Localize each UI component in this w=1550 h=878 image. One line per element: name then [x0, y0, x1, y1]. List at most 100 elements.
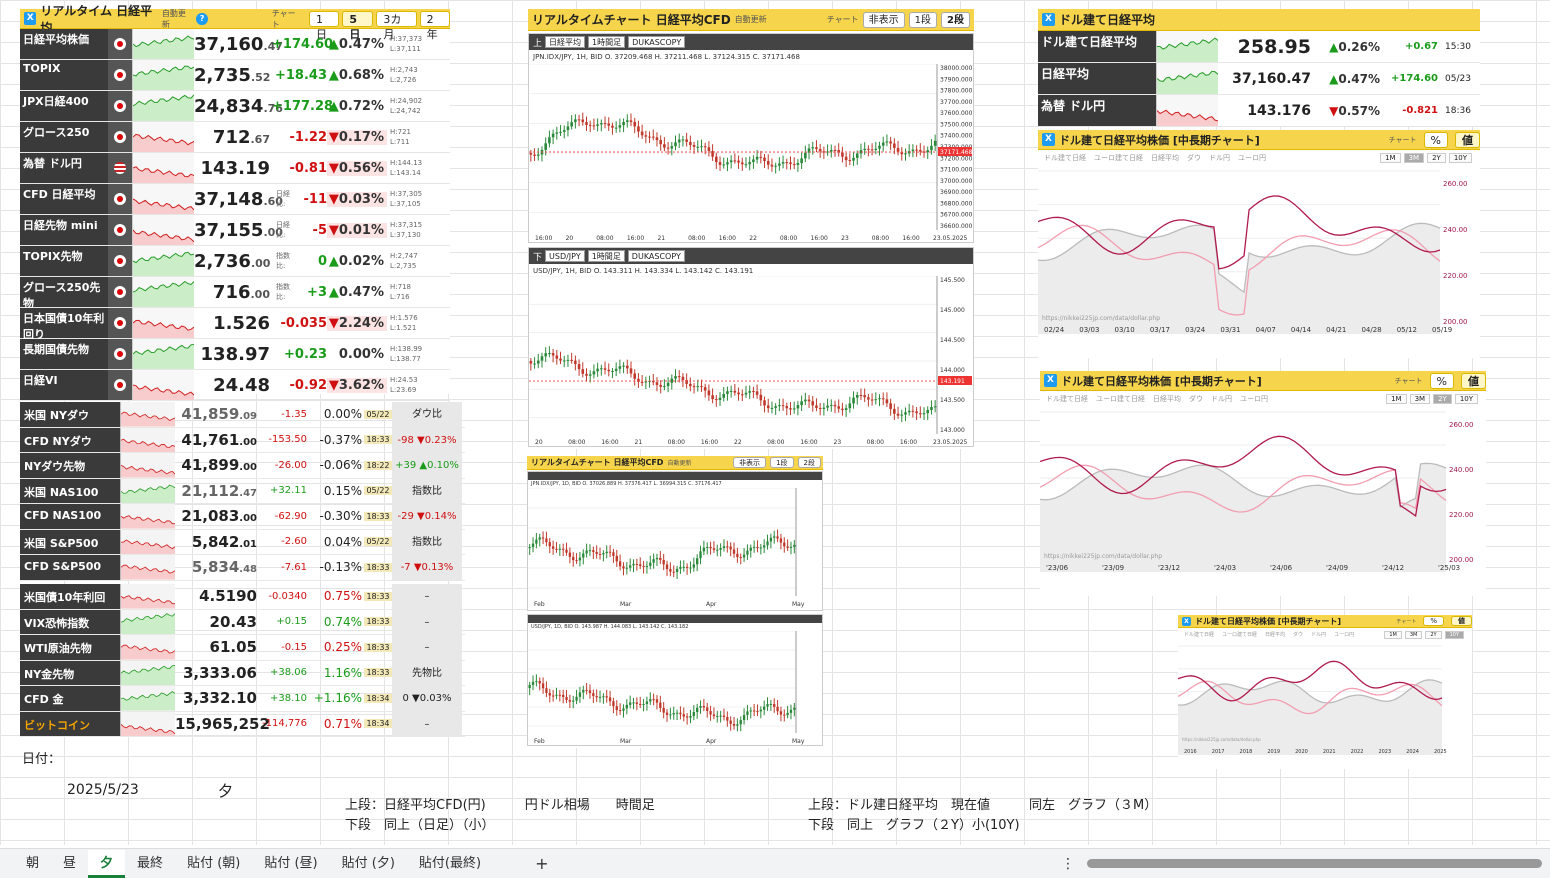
range-option[interactable]: 10Y: [1448, 153, 1472, 163]
us-name[interactable]: NYダウ先物: [20, 453, 120, 478]
interval-select[interactable]: 1時間足: [588, 36, 626, 48]
misc-sparkline[interactable]: [120, 711, 176, 736]
quote-name[interactable]: グロース250先物: [20, 277, 108, 310]
legend-item[interactable]: 日経平均: [1265, 632, 1286, 638]
legend-item[interactable]: ユーロ円: [1238, 154, 1266, 162]
symbol-select-lower[interactable]: USD/JPY: [545, 250, 585, 262]
legend-item[interactable]: ドル建て日経: [1184, 632, 1215, 638]
range-option[interactable]: 3M: [1403, 153, 1425, 163]
legend-item[interactable]: ユーロ建て日経: [1094, 154, 1143, 162]
small-lower-chart[interactable]: USD/JPY, 1D, BID O. 143.987 H. 144.083 L…: [527, 614, 823, 746]
quote-name[interactable]: JPX日経400: [20, 91, 108, 121]
quote-name[interactable]: 為替 ドル円: [20, 153, 108, 183]
legend-item[interactable]: ドル円: [1209, 154, 1230, 162]
range-option[interactable]: 2Y: [1425, 630, 1442, 639]
small-two-row-button[interactable]: 2段: [797, 457, 821, 468]
quote-name[interactable]: TOPIX先物: [20, 246, 108, 276]
us-sparkline[interactable]: [120, 529, 176, 554]
misc-name[interactable]: NY金先物: [20, 660, 120, 685]
quote-name[interactable]: 長期国債先物: [20, 339, 108, 369]
us-sparkline[interactable]: [120, 504, 175, 529]
sparkline[interactable]: [132, 308, 195, 338]
quote-name[interactable]: 日経平均株価: [20, 29, 108, 59]
x-share-icon[interactable]: X: [24, 12, 37, 25]
legend-item[interactable]: 日経平均: [1153, 395, 1181, 403]
sparkline[interactable]: [132, 91, 195, 121]
upper-chart[interactable]: 上 日経平均 1時間足 DUKASCOPY JPN.IDX/JPY, 1H, B…: [528, 33, 974, 243]
misc-name[interactable]: ビットコイン: [20, 711, 120, 736]
dollar-sparkline[interactable]: [1156, 31, 1219, 62]
source-select[interactable]: DUKASCOPY: [628, 36, 686, 48]
misc-name[interactable]: VIX恐怖指数: [20, 609, 120, 634]
legend-item[interactable]: ダウ: [1189, 395, 1203, 403]
range-option[interactable]: 1M: [1386, 394, 1407, 404]
quote-name[interactable]: CFD 日経平均: [20, 184, 108, 214]
dollar-sparkline[interactable]: [1156, 63, 1219, 94]
misc-sparkline[interactable]: [120, 635, 176, 660]
help-icon[interactable]: ?: [196, 12, 208, 25]
lower-chart[interactable]: 下 USD/JPY 1時間足 DUKASCOPY USD/JPY, 1H, BI…: [528, 247, 974, 447]
percent-button[interactable]: %: [1429, 372, 1454, 389]
us-name[interactable]: 米国 S&P500: [20, 529, 120, 554]
dollar-name[interactable]: ドル建て日経平均: [1038, 31, 1156, 62]
legend-item[interactable]: ダウ: [1293, 632, 1304, 638]
us-sparkline[interactable]: [120, 478, 176, 503]
us-name[interactable]: CFD NAS100: [20, 504, 120, 529]
two-row-button[interactable]: 2段: [941, 11, 970, 28]
legend-item[interactable]: ユーロ建て日経: [1222, 632, 1258, 638]
small-one-row-button[interactable]: 1段: [770, 457, 794, 468]
dollar-sparkline[interactable]: [1156, 95, 1219, 126]
legend-item[interactable]: ドル建て日経: [1046, 395, 1088, 403]
range-option[interactable]: 1M: [1384, 630, 1402, 639]
misc-sparkline[interactable]: [120, 584, 175, 609]
us-sparkline[interactable]: [120, 453, 176, 478]
us-sparkline[interactable]: [120, 402, 176, 427]
range-button-1[interactable]: 5日: [342, 10, 374, 41]
percent-button[interactable]: %: [1423, 131, 1448, 148]
more-icon[interactable]: ⋮: [1061, 855, 1075, 872]
us-name[interactable]: CFD S&P500: [20, 555, 120, 580]
sheet-tab-4[interactable]: 貼付 (朝): [187, 855, 241, 871]
range-button-2[interactable]: 3カ月: [376, 10, 417, 41]
legend-item[interactable]: ダウ: [1187, 154, 1201, 162]
x-share-icon[interactable]: X: [1182, 616, 1191, 626]
legend-item[interactable]: ユーロ建て日経: [1096, 395, 1145, 403]
sparkline[interactable]: [132, 60, 195, 90]
date-cell[interactable]: 2025/5/23: [67, 782, 139, 798]
sheet-tab-5[interactable]: 貼付 (昼): [264, 855, 318, 871]
sparkline[interactable]: [132, 339, 195, 369]
sheet-tab-7[interactable]: 貼付(最終): [418, 855, 482, 871]
sparkline[interactable]: [132, 122, 195, 152]
sheet-tab-1[interactable]: 昼: [63, 855, 77, 871]
add-sheet-button[interactable]: +: [535, 853, 549, 873]
misc-sparkline[interactable]: [120, 660, 176, 685]
legend-item[interactable]: ドル円: [1211, 395, 1232, 403]
us-name[interactable]: 米国 NYダウ: [20, 402, 120, 427]
quote-name[interactable]: グロース250: [20, 122, 108, 152]
percent-button[interactable]: %: [1423, 616, 1444, 626]
range-button-3[interactable]: 2年: [419, 10, 451, 41]
range-option[interactable]: 2Y: [1427, 153, 1446, 163]
note-left-1[interactable]: 上段：日経平均CFD(円) 円ドル相場 時間足: [345, 798, 655, 813]
sheet-tab-0[interactable]: 朝: [26, 855, 40, 871]
misc-name[interactable]: 米国債10年利回: [20, 584, 120, 609]
small-hide-button[interactable]: 非表示: [733, 457, 767, 468]
range-option[interactable]: 1M: [1380, 153, 1401, 163]
range-option[interactable]: 10Y: [1444, 630, 1464, 639]
sparkline[interactable]: [132, 215, 195, 245]
sparkline[interactable]: [132, 277, 195, 307]
range-option[interactable]: 10Y: [1454, 394, 1478, 404]
misc-sparkline[interactable]: [120, 609, 176, 634]
misc-name[interactable]: CFD 金: [20, 686, 120, 711]
symbol-select[interactable]: 日経平均: [545, 36, 586, 48]
misc-sparkline[interactable]: [120, 686, 176, 711]
value-button[interactable]: 値: [1455, 131, 1480, 148]
legend-item[interactable]: ユーロ円: [1240, 395, 1268, 403]
quote-name[interactable]: 日経VI: [20, 370, 108, 400]
range-option[interactable]: 3M: [1409, 394, 1431, 404]
us-name[interactable]: CFD NYダウ: [20, 427, 120, 452]
sparkline[interactable]: [132, 370, 195, 400]
legend-item[interactable]: 日経平均: [1151, 154, 1179, 162]
x-share-icon-dollar[interactable]: X: [1042, 13, 1055, 26]
session-cell[interactable]: 夕: [218, 782, 234, 800]
